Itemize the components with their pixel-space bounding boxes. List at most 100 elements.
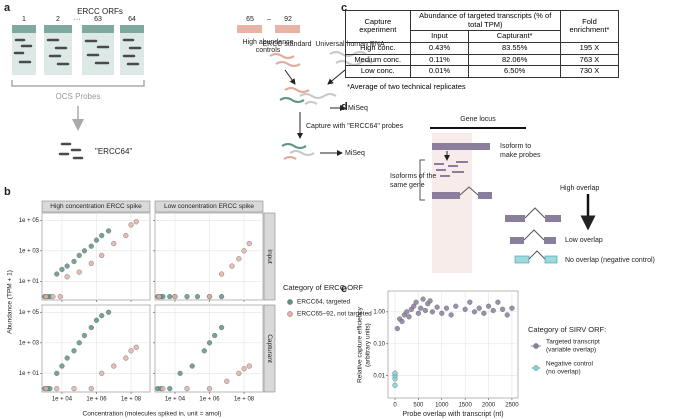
point (76, 252, 82, 259)
strip (263, 304, 276, 393)
strip-label: Low concentration ERCC spike (164, 203, 254, 210)
point (429, 309, 436, 315)
table-subheader: Capturant* (468, 30, 561, 43)
point (218, 324, 225, 331)
point (167, 386, 173, 392)
probe-pool (58, 142, 84, 160)
point (177, 370, 183, 376)
table-cell: 0.01% (409, 65, 470, 78)
point (229, 263, 235, 269)
orf-number: 63 (94, 16, 102, 23)
point (420, 296, 426, 302)
table-cell: Low conc. (345, 65, 411, 78)
y-axis-label: Relative capture efficiency (357, 306, 364, 383)
y-axis-label: Abundance (TPM + 1) (7, 270, 14, 334)
point (392, 370, 398, 376)
x-tick-label: 1e + 06 (86, 397, 107, 403)
point (64, 355, 70, 361)
legend-label: Negative control (546, 361, 594, 368)
point (128, 348, 134, 354)
table-header: Abundance of targeted transcripts (% of … (409, 9, 561, 32)
table-cell: Medium conc. (345, 53, 411, 67)
probe-isoform-label: Isoform to (500, 143, 531, 150)
point (128, 222, 134, 228)
point (105, 228, 112, 234)
point (481, 310, 487, 316)
point (495, 299, 501, 305)
y-tick-label: 0.10 (373, 341, 385, 347)
plot-area (387, 290, 519, 399)
table-subheader: Input (409, 30, 470, 43)
point (241, 248, 247, 254)
table-row: High conc. 0.43% 83.55% 195 X (345, 41, 620, 55)
table-header: Fold enrichment* (559, 10, 620, 43)
point (93, 237, 100, 243)
point (57, 294, 63, 300)
point (93, 317, 100, 323)
strip (41, 200, 151, 213)
overlap-shade (432, 133, 472, 273)
panel-label: d (341, 101, 348, 113)
point (392, 382, 398, 388)
legend-swatch (533, 365, 539, 371)
point (415, 310, 421, 316)
legend-title: Category of SIRV ORF: (528, 325, 606, 334)
point (54, 370, 60, 376)
panel-title: ERCC ORFs (77, 7, 123, 16)
strip-label: Input (266, 249, 273, 264)
point (224, 378, 230, 384)
probe-isoform-label: make probes (500, 152, 541, 159)
orf-number: 64 (128, 16, 136, 23)
orf-number: 1 (22, 16, 26, 23)
control-number: – (267, 16, 271, 23)
table-cell: 195 X (559, 41, 620, 55)
point (64, 274, 70, 280)
x-tick-label: 1e + 04 (52, 397, 73, 403)
point (88, 260, 94, 266)
point (59, 266, 65, 273)
point (236, 370, 242, 376)
y-axis-label: (arbitrary units) (365, 323, 372, 367)
strip-label: High concentration ERCC spike (50, 203, 142, 210)
point (439, 310, 445, 316)
point (399, 318, 405, 325)
point (206, 294, 213, 300)
point (184, 294, 190, 300)
x-tick-label: 2500 (505, 403, 519, 409)
capture-label: Capture with "ERCC64" probes (306, 123, 404, 130)
point (422, 307, 429, 314)
point (241, 366, 247, 372)
y-tick-label: 1e + 01 (19, 371, 40, 377)
legend-title: Category of ERCC ORF (283, 283, 363, 292)
x-tick-label: 1e + 06 (199, 397, 220, 403)
legend-swatch (287, 299, 293, 305)
point (476, 305, 482, 311)
control-number: 65 (246, 16, 254, 23)
y-tick-label: 1.00 (373, 309, 385, 315)
point (172, 294, 178, 300)
controls-label: High abundance (243, 39, 294, 46)
point (471, 309, 478, 315)
point (448, 312, 454, 318)
panel-label: b (4, 186, 11, 198)
y-tick-label: 1e + 01 (19, 279, 40, 285)
table-cell: 82.06% (468, 53, 561, 67)
point (206, 386, 213, 392)
point (54, 271, 60, 277)
point (418, 305, 424, 311)
sequencer-label: MiSeq (345, 150, 365, 157)
point (99, 313, 105, 319)
point (99, 370, 105, 376)
point (71, 348, 77, 354)
pool-label: "ERCC64" (95, 147, 132, 156)
x-tick-label: 1e + 04 (165, 397, 186, 403)
standard-label: ERCC standard (262, 41, 311, 48)
plot-area (154, 212, 264, 301)
legend-swatch (533, 343, 539, 349)
point (236, 256, 242, 262)
x-tick-label: 1500 (458, 403, 472, 409)
probe-arrow (11, 80, 145, 131)
table-cell: 0.11% (409, 53, 470, 67)
point (99, 232, 105, 239)
